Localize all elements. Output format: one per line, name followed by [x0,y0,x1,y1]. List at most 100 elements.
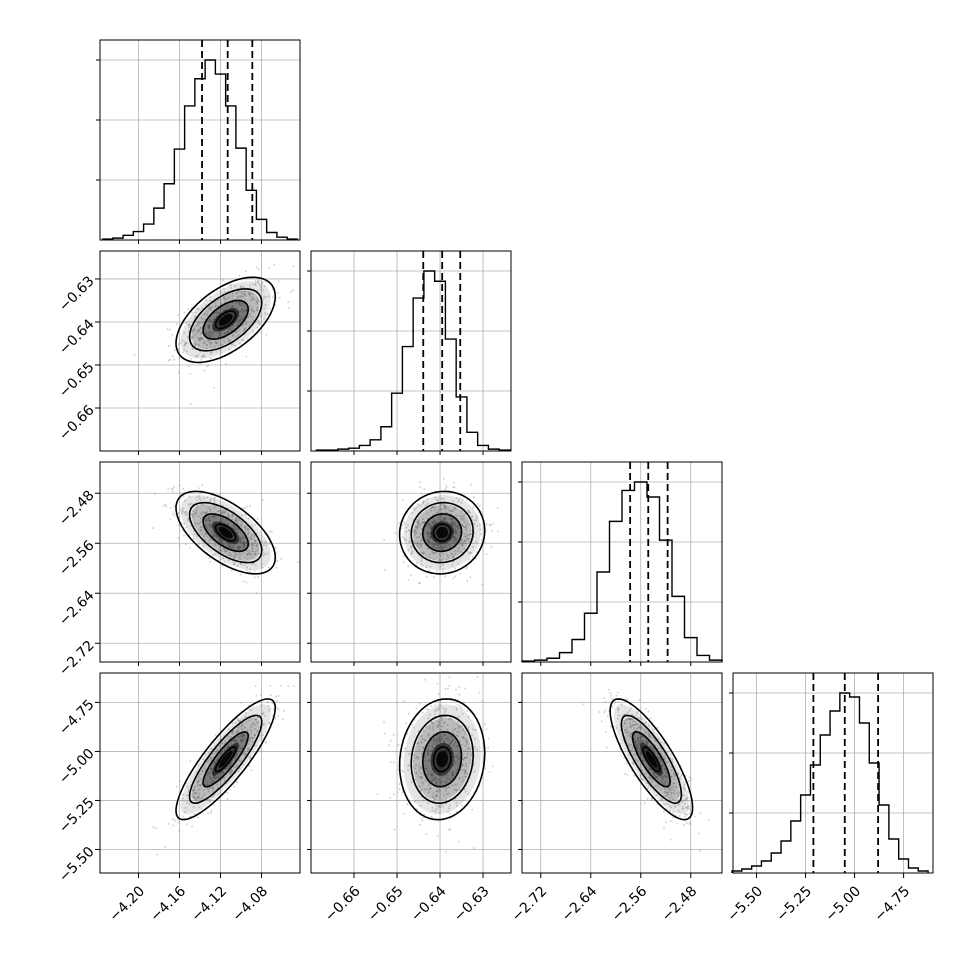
sample-point [475,515,478,518]
sample-point [221,771,224,774]
sample-point [178,484,181,487]
sample-point [227,514,230,517]
sample-point [227,337,230,340]
sample-point [637,738,640,741]
ytick-label-1-1: −0.65 [56,359,98,401]
sample-point [242,316,245,319]
sample-point [194,792,197,795]
sample-point [451,521,454,524]
sample-point [433,551,436,554]
sample-point [183,343,186,346]
sample-point [389,739,392,742]
sample-point [244,738,247,741]
sample-point [216,536,219,539]
sample-point [187,789,190,792]
sample-point [461,498,464,501]
sample-point [183,534,186,537]
sample-point [208,556,211,559]
sample-point [457,735,460,738]
sample-point [219,774,222,777]
sample-point [194,329,197,332]
sample-point [456,497,459,500]
sample-point [247,549,250,552]
sample-point [688,812,691,815]
sample-point [255,301,258,304]
contour-3 [432,523,452,542]
sample-point [238,519,241,522]
sample-point [663,774,666,777]
sample-point [636,737,639,740]
sample-point [184,806,187,809]
sample-point [195,798,198,801]
sample-point [455,708,458,711]
sample-point [198,328,201,331]
sample-point [448,543,451,546]
sample-point [671,758,674,761]
sample-point [457,727,460,730]
sample-point [452,520,455,523]
sample-point [207,334,210,337]
sample-point [248,305,251,308]
sample-point [411,550,414,553]
sample-point [247,742,250,745]
sample-point [444,786,447,789]
sample-point [646,797,649,800]
sample-point [402,521,405,524]
sample-point [241,318,244,321]
sample-point [239,314,242,317]
sample-point [193,797,196,800]
sample-point [417,757,420,760]
sample-point [243,545,246,548]
sample-point [469,511,472,514]
sample-point [450,552,453,555]
sample-point [438,543,441,546]
sample-point [199,326,202,329]
sample-point [209,776,212,779]
sample-point [256,297,259,300]
sample-point [250,724,253,727]
sample-point [211,331,214,334]
sample-point [448,738,451,741]
sample-point [453,538,456,541]
sample-point [427,540,430,543]
sample-point [225,549,228,552]
sample-point [422,746,425,749]
sample-point [457,562,460,565]
sample-point [403,538,406,541]
sample-point [670,769,673,772]
sample-point [637,750,640,753]
sample-point [250,533,253,536]
sample-point [287,301,290,304]
sample-point [417,521,420,524]
sample-point [162,504,165,507]
sample-point [237,729,240,732]
sample-point [187,330,190,333]
sample-point [206,339,209,342]
sample-point [413,508,416,511]
xtick-label-2-3: −2.48 [659,883,701,925]
sample-point [240,298,243,301]
sample-point [236,781,239,784]
sample-point [241,733,244,736]
sample-point [199,526,202,529]
sample-point [213,499,216,502]
sample-point [455,688,458,691]
sample-point [455,804,458,807]
sample-point [256,302,259,305]
sample-point [415,707,418,710]
hist-frame-3 [732,672,934,874]
sample-point [683,783,686,786]
sample-point [221,518,224,521]
sample-point [212,804,215,807]
sample-point [194,311,197,314]
sample-point [660,740,663,743]
sample-point [665,821,668,824]
sample-point [663,791,666,794]
sample-point [232,545,235,548]
sample-point [237,301,240,304]
sample-point [199,525,202,528]
sample-point [442,497,445,500]
sample-point [697,832,700,835]
histogram-2 [521,481,723,662]
sample-point [693,815,696,818]
